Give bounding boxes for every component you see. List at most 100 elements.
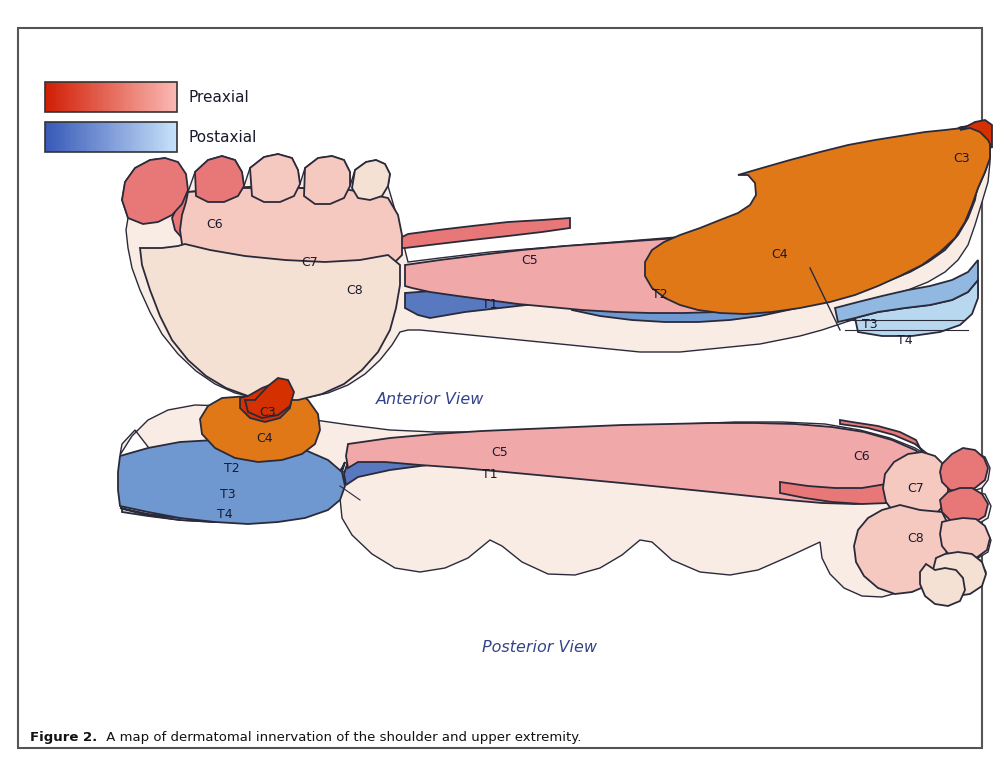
- Text: C6: C6: [207, 218, 223, 231]
- Bar: [82, 122, 85, 152]
- Polygon shape: [250, 154, 300, 202]
- Bar: [173, 122, 175, 152]
- Polygon shape: [940, 448, 988, 492]
- Bar: [133, 122, 135, 152]
- Polygon shape: [346, 423, 944, 504]
- Bar: [45, 122, 177, 152]
- Bar: [107, 122, 109, 152]
- Bar: [87, 122, 89, 152]
- Bar: [80, 122, 83, 152]
- Bar: [140, 122, 142, 152]
- Polygon shape: [344, 444, 655, 485]
- Polygon shape: [960, 120, 992, 148]
- Bar: [89, 122, 91, 152]
- Bar: [71, 82, 74, 112]
- Polygon shape: [883, 452, 948, 520]
- Text: C3: C3: [954, 152, 970, 165]
- Bar: [89, 82, 91, 112]
- Bar: [135, 82, 138, 112]
- Bar: [56, 122, 58, 152]
- Polygon shape: [122, 472, 342, 522]
- Bar: [115, 122, 118, 152]
- Bar: [166, 82, 168, 112]
- Polygon shape: [352, 160, 390, 200]
- Polygon shape: [122, 158, 188, 224]
- Text: C6: C6: [854, 450, 870, 463]
- Polygon shape: [245, 378, 294, 418]
- Polygon shape: [933, 552, 986, 596]
- Bar: [175, 122, 177, 152]
- Text: Preaxial: Preaxial: [188, 90, 249, 104]
- Polygon shape: [645, 128, 990, 314]
- Bar: [91, 122, 94, 152]
- Bar: [74, 82, 76, 112]
- Bar: [113, 82, 116, 112]
- Bar: [71, 122, 74, 152]
- Bar: [118, 82, 120, 112]
- Text: T2: T2: [652, 289, 668, 302]
- Polygon shape: [240, 383, 292, 422]
- Polygon shape: [920, 564, 965, 606]
- Polygon shape: [400, 218, 570, 248]
- Bar: [175, 82, 177, 112]
- Text: C5: C5: [492, 446, 508, 459]
- Polygon shape: [172, 186, 400, 248]
- Bar: [58, 122, 61, 152]
- Bar: [131, 82, 133, 112]
- Bar: [120, 122, 122, 152]
- Text: T3: T3: [220, 487, 236, 500]
- Bar: [111, 82, 113, 112]
- Bar: [63, 82, 65, 112]
- Polygon shape: [195, 156, 244, 202]
- Bar: [146, 122, 149, 152]
- Bar: [126, 122, 129, 152]
- Polygon shape: [405, 133, 990, 313]
- Bar: [126, 82, 129, 112]
- Bar: [129, 122, 131, 152]
- Bar: [78, 82, 80, 112]
- Bar: [162, 82, 164, 112]
- Polygon shape: [835, 260, 978, 322]
- Bar: [69, 122, 72, 152]
- Text: T1: T1: [482, 469, 498, 482]
- Bar: [87, 82, 89, 112]
- Bar: [98, 82, 100, 112]
- Bar: [118, 122, 120, 152]
- Bar: [137, 122, 140, 152]
- Bar: [153, 82, 155, 112]
- Text: C4: C4: [772, 248, 788, 261]
- Polygon shape: [180, 188, 402, 274]
- Bar: [47, 82, 50, 112]
- Bar: [102, 122, 105, 152]
- Bar: [52, 122, 54, 152]
- Bar: [85, 82, 87, 112]
- Text: T4: T4: [897, 333, 913, 346]
- Bar: [98, 122, 100, 152]
- Bar: [140, 82, 142, 112]
- Bar: [155, 82, 157, 112]
- Polygon shape: [304, 156, 350, 204]
- Bar: [80, 82, 83, 112]
- Bar: [69, 82, 72, 112]
- Bar: [151, 122, 153, 152]
- Text: Figure 2.: Figure 2.: [30, 732, 97, 745]
- Text: C7: C7: [302, 256, 318, 269]
- Text: C7: C7: [908, 482, 924, 495]
- Bar: [142, 122, 144, 152]
- Bar: [157, 122, 160, 152]
- Bar: [49, 122, 52, 152]
- Polygon shape: [120, 462, 345, 514]
- Bar: [170, 122, 173, 152]
- Bar: [60, 122, 63, 152]
- Bar: [47, 122, 50, 152]
- Bar: [111, 122, 113, 152]
- Bar: [162, 122, 164, 152]
- Bar: [151, 82, 153, 112]
- Bar: [65, 82, 67, 112]
- Bar: [45, 122, 47, 152]
- Bar: [52, 82, 54, 112]
- Bar: [76, 82, 78, 112]
- Bar: [63, 122, 65, 152]
- Polygon shape: [122, 135, 990, 400]
- Bar: [100, 82, 102, 112]
